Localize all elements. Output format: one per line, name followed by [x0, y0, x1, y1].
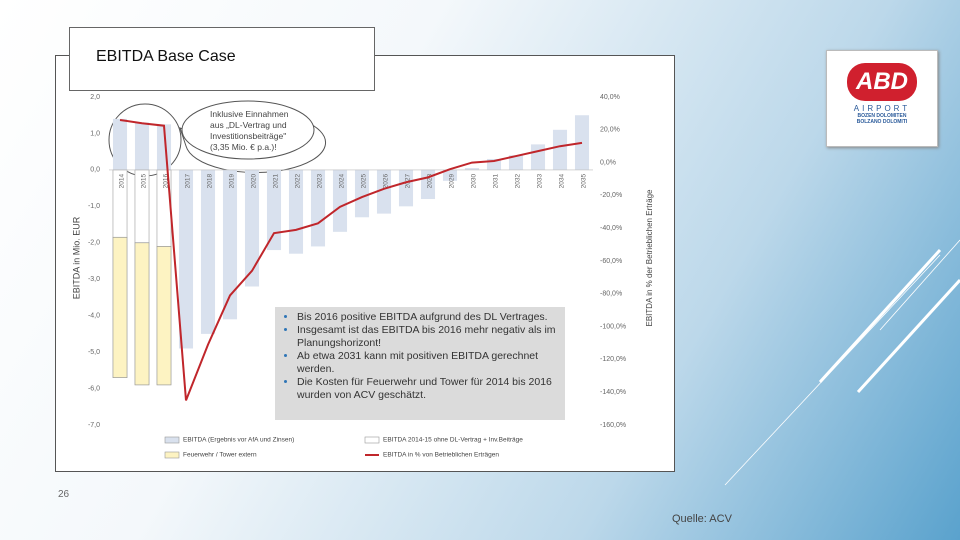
y-tick-label: -2,0: [88, 240, 100, 247]
bar: [574, 115, 590, 170]
bar: [266, 169, 282, 251]
callout-line: aus „DL-Vertrag und: [210, 120, 287, 130]
bar: [200, 169, 216, 334]
bar: [464, 168, 480, 170]
x-tick-label: 2016: [163, 174, 170, 189]
x-tick-label: 2028: [427, 174, 434, 189]
bar: [552, 129, 568, 170]
x-tick-label: 2026: [383, 174, 390, 189]
bar: [486, 158, 502, 170]
source: Quelle: ACV: [672, 513, 732, 525]
y2-tick-label: -80,0%: [600, 291, 622, 298]
logo: ABD AIRPORT BOZEN DOLOMITEN BOLZANO DOLO…: [826, 50, 938, 147]
y2-tick-label: -120,0%: [600, 356, 626, 363]
y2-tick-label: 0,0%: [600, 159, 616, 166]
y2-tick-label: -20,0%: [600, 192, 622, 199]
bar: [310, 169, 326, 247]
y2-tick-label: 40,0%: [600, 94, 620, 101]
y-axis-title: EBITDA in Mio. EUR: [71, 216, 81, 299]
y2-tick-label: -60,0%: [600, 258, 622, 265]
x-tick-label: 2020: [251, 174, 258, 189]
bar: [156, 246, 172, 386]
x-tick-label: 2024: [339, 174, 346, 189]
y2-tick-label: 20,0%: [600, 127, 620, 134]
legend-label: EBITDA in % von Betrieblichen Erträgen: [383, 452, 499, 459]
page-number: 26: [58, 489, 70, 500]
y2-tick-label: -100,0%: [600, 323, 626, 330]
bar: [112, 118, 128, 170]
x-tick-label: 2019: [229, 174, 236, 189]
legend-swatch: [164, 436, 180, 444]
callout-line: Inklusive Einnahmen: [210, 109, 289, 119]
x-tick-label: 2022: [295, 174, 302, 189]
bar: [376, 169, 392, 214]
y2-tick-label: -140,0%: [600, 389, 626, 396]
bar: [222, 169, 238, 320]
bullet: Ab etwa 2031 kann mit positiven EBITDA g…: [297, 350, 557, 376]
bar: [134, 122, 150, 170]
y-tick-label: 2,0: [90, 94, 100, 101]
callout: Inklusive Einnahmen aus „DL-Vertrag und In…: [210, 109, 288, 153]
legend-swatch: [364, 436, 380, 444]
y-tick-label: -1,0: [88, 203, 100, 210]
bullet: Bis 2016 positive EBITDA aufgrund des DL…: [297, 311, 557, 324]
y-tick-label: -4,0: [88, 313, 100, 320]
x-tick-label: 2035: [581, 174, 588, 189]
logo-line: BOLZANO DOLOMITI: [856, 119, 908, 125]
y2-tick-label: -40,0%: [600, 225, 622, 232]
x-tick-label: 2031: [493, 174, 500, 189]
bar: [288, 169, 304, 254]
y-tick-label: -7,0: [88, 422, 100, 429]
bar: [134, 242, 150, 386]
x-tick-label: 2032: [515, 174, 522, 189]
bar: [508, 155, 524, 170]
legend-label: Feuerwehr / Tower extern: [183, 452, 257, 459]
bullet: Insgesamt ist das EBITDA bis 2016 mehr n…: [297, 324, 557, 350]
bar: [112, 236, 128, 378]
callout-line: Investitionsbeiträge": [210, 131, 287, 141]
x-tick-label: 2018: [207, 174, 214, 189]
y-tick-label: 0,0: [90, 167, 100, 174]
legend-label: EBITDA (Ergebnis vor AfA und Zinsen): [183, 437, 294, 444]
bar: [332, 169, 348, 232]
x-tick-label: 2017: [185, 174, 192, 189]
y2-axis-title: EBITDA in % der Betrieblichen Erträge: [645, 189, 654, 327]
y2-tick-label: -160,0%: [600, 422, 626, 429]
y-tick-label: -3,0: [88, 276, 100, 283]
x-tick-label: 2014: [119, 174, 126, 189]
bullet: Die Kosten für Feuerwehr und Tower für 2…: [297, 376, 557, 402]
y-tick-label: 1,0: [90, 130, 100, 137]
bar: [442, 169, 458, 181]
logo-line: BOZEN DOLOMITEN: [857, 113, 907, 119]
line: [119, 118, 583, 401]
bar: [530, 144, 546, 170]
x-tick-label: 2033: [537, 174, 544, 189]
y-tick-label: -6,0: [88, 385, 100, 392]
x-tick-label: 2025: [361, 174, 368, 189]
bar: [354, 169, 370, 218]
x-tick-label: 2015: [141, 174, 148, 189]
logo-mark: ABD: [847, 63, 917, 101]
legend-label: EBITDA 2014-15 ohne DL-Vertrag + Inv.Bei…: [383, 437, 523, 444]
x-tick-label: 2030: [471, 174, 478, 189]
x-tick-label: 2021: [273, 174, 280, 189]
slide-title: EBITDA Base Case: [69, 27, 375, 91]
legend-swatch: [164, 451, 180, 459]
callout-line: (3,35 Mio. € p.a.)!: [210, 142, 277, 152]
x-tick-label: 2029: [449, 174, 456, 189]
logo-sub: AIRPORT: [853, 104, 911, 113]
bar: [398, 169, 414, 207]
y-tick-label: -5,0: [88, 349, 100, 356]
bar: [244, 169, 260, 287]
x-tick-label: 2023: [317, 174, 324, 189]
note-box: Bis 2016 positive EBITDA aufgrund des DL…: [275, 307, 565, 420]
x-tick-label: 2034: [559, 174, 566, 189]
bar: [178, 169, 194, 349]
